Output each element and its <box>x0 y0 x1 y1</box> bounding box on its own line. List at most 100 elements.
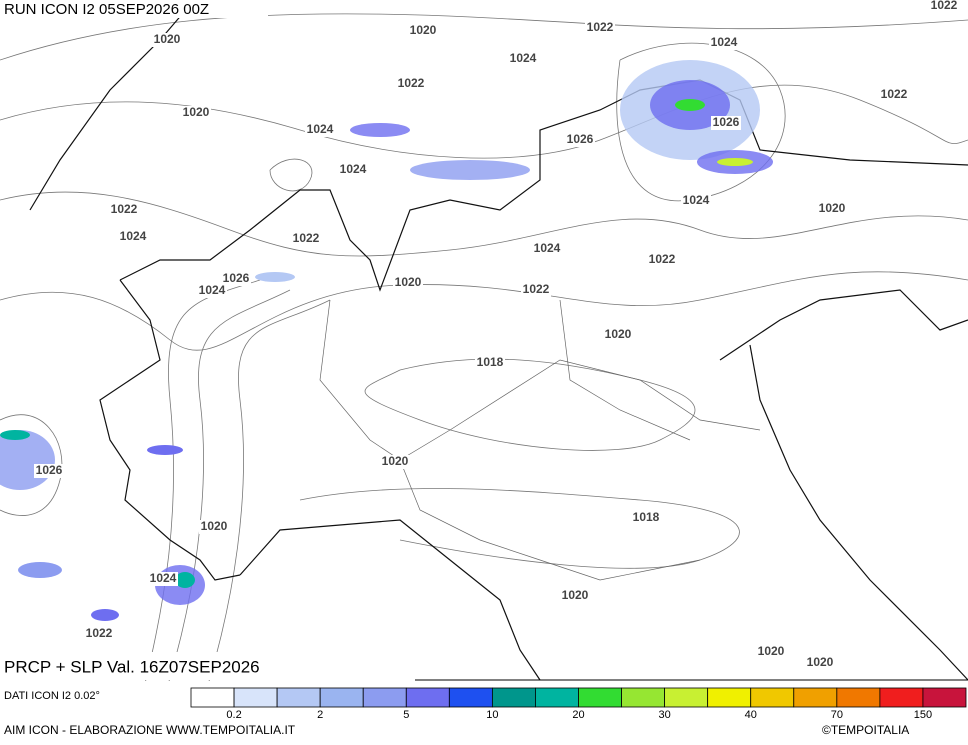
isobar-label: 1022 <box>111 202 138 216</box>
isobar-label-bg <box>805 656 835 670</box>
isobar-label: 1024 <box>711 35 738 49</box>
isobar-label: 1020 <box>605 327 632 341</box>
isobar-label: 1022 <box>587 20 614 34</box>
isobar-label-bg <box>199 520 229 534</box>
isobar-label-bg <box>396 77 426 91</box>
isobar-label-bg <box>756 645 786 659</box>
isobar-label-bg <box>585 21 615 35</box>
legend-label: 2 <box>317 709 323 721</box>
isobar-label: 1022 <box>931 0 958 12</box>
legend-swatch <box>233 687 278 708</box>
isobar-label: 1018 <box>633 510 660 524</box>
isobar-label-bg <box>647 253 677 267</box>
legend-swatch <box>319 687 364 708</box>
legend-swatch <box>578 687 622 708</box>
legend-label: 20 <box>572 709 584 721</box>
isobar-label-bg <box>109 203 139 217</box>
legend-swatch <box>448 687 493 708</box>
isobar-label-bg <box>709 36 739 50</box>
footer-title: PRCP + SLP Val. 16Z07SEP2026 <box>4 657 260 676</box>
legend-swatch <box>276 687 321 708</box>
precipitation <box>0 60 773 621</box>
isobar-label: 1022 <box>649 252 676 266</box>
isobar-label: 1020 <box>807 655 834 669</box>
isobar-label: 1024 <box>199 283 226 297</box>
legend-label: 10 <box>486 709 498 721</box>
isobar-label-bg <box>560 589 590 603</box>
isobar-label: 1024 <box>340 162 367 176</box>
source-label: DATI ICON I2 0.02° <box>4 690 100 702</box>
isobar-label-bg <box>148 572 178 586</box>
isobar-label: 1026 <box>567 132 594 146</box>
isobar-label-bg <box>152 33 182 47</box>
isobar-label-bg <box>181 106 211 120</box>
isobar-label-bg <box>338 163 368 177</box>
isobar-label-bg <box>711 116 741 130</box>
isobar-label: 1018 <box>477 355 504 369</box>
isobar-label-bg <box>197 284 227 298</box>
legend-swatch <box>922 687 967 708</box>
isobar-label: 1024 <box>150 571 177 585</box>
isobar-label: 1020 <box>562 588 589 602</box>
isobar-label: 1026 <box>36 463 63 477</box>
isobar-label-bg <box>603 328 633 342</box>
legend-swatch <box>707 687 752 708</box>
isobar-label-bg <box>380 455 410 469</box>
isobar-label-bg <box>305 123 335 137</box>
legend-swatch <box>491 687 536 708</box>
legend-swatch <box>190 687 235 708</box>
legend-swatch <box>405 687 450 708</box>
isobar-label: 1020 <box>758 644 785 658</box>
legend-swatch <box>793 687 838 708</box>
legend-label: 70 <box>831 709 843 721</box>
isobar-label-bg <box>521 283 551 297</box>
isobar-label: 1022 <box>398 76 425 90</box>
legend-swatch <box>879 687 924 708</box>
legend-label: 30 <box>658 709 670 721</box>
isobar-label: 1026 <box>713 115 740 129</box>
isobar-lines <box>0 13 968 741</box>
isobar-label-bg <box>508 52 538 66</box>
isobar-label: 1024 <box>307 122 334 136</box>
isobar-label-bg <box>631 511 661 525</box>
legend-label: 40 <box>745 709 757 721</box>
isobar-label: 1020 <box>410 23 437 37</box>
copyright-label: ©TEMPOITALIA <box>822 723 909 737</box>
isobar-label: 1020 <box>154 32 181 46</box>
legend-swatch <box>836 687 881 708</box>
isobar-label: 1022 <box>881 87 908 101</box>
isobar-label: 1020 <box>183 105 210 119</box>
header-bg <box>0 0 268 18</box>
isobar-label-bg <box>681 194 711 208</box>
isobar-label: 1024 <box>683 193 710 207</box>
isobar-label-bg <box>221 272 251 286</box>
legend-swatch <box>750 687 795 708</box>
isobar-label: 1024 <box>534 241 561 255</box>
legend-label: 5 <box>403 709 409 721</box>
isobar-label-bg <box>118 230 148 244</box>
isobar-label-bg <box>475 356 505 370</box>
color-legend: 0.2 2 5 10 20 30 40 70 150 <box>190 687 967 721</box>
legend-label: 150 <box>914 709 932 721</box>
isobar-label: 1024 <box>510 51 537 65</box>
isobar-label-bg <box>291 232 321 246</box>
isobar-label: 1022 <box>86 626 113 640</box>
legend-swatch <box>362 687 407 708</box>
isobar-label-bg <box>879 88 909 102</box>
run-label: RUN ICON I2 05SEP2026 00Z <box>4 1 209 18</box>
isobar-label-bg <box>565 133 595 147</box>
legend-swatch <box>535 687 579 708</box>
isobar-label: 1020 <box>382 454 409 468</box>
isobar-label: 1020 <box>395 275 422 289</box>
legend-swatch <box>621 687 666 708</box>
isobar-label: 1020 <box>201 519 228 533</box>
isobar-label: 1026 <box>223 271 250 285</box>
isobar-label-bg <box>393 276 423 290</box>
isobar-label-bg <box>532 242 562 256</box>
credit-label: AIM ICON - ELABORAZIONE WWW.TEMPOITALIA.… <box>4 723 296 737</box>
isobar-label: 1020 <box>819 201 846 215</box>
isobar-label-bg <box>34 464 64 478</box>
isobar-label-bg <box>408 24 438 38</box>
